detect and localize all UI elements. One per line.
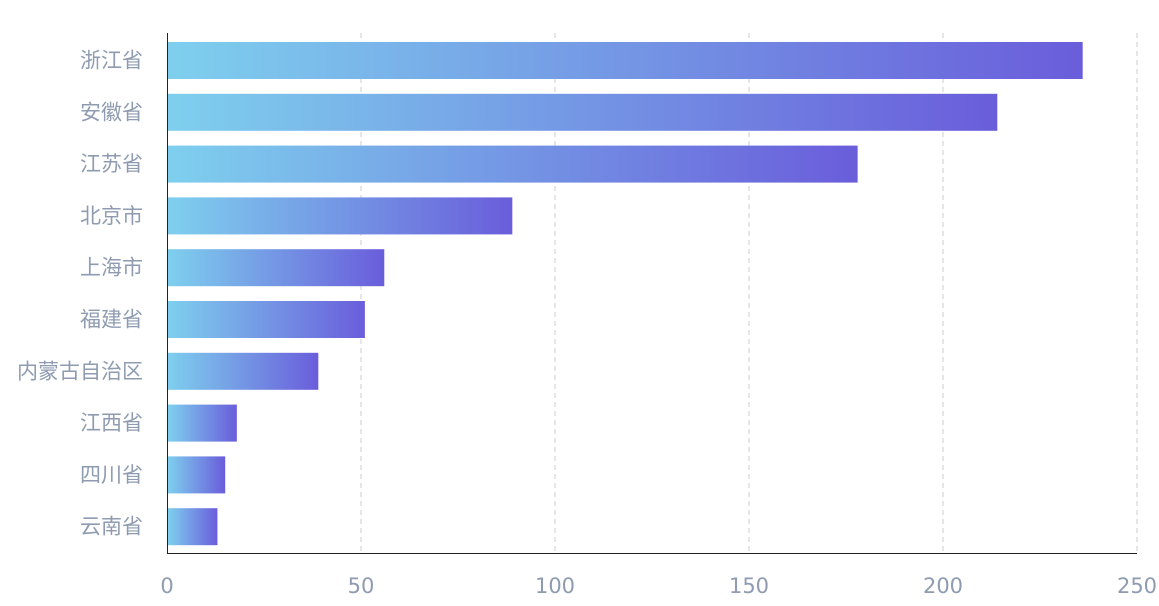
category-label-5: 上海市 — [80, 256, 143, 280]
axes — [167, 33, 1137, 554]
bar-5 — [168, 249, 385, 287]
category-label-10: 云南省 — [80, 515, 143, 539]
bar-1 — [168, 42, 1083, 79]
category-label-6: 福建省 — [80, 308, 143, 332]
category-label-9: 四川省 — [80, 463, 143, 487]
category-label-8: 江西省 — [80, 411, 143, 435]
category-label-3: 江苏省 — [80, 152, 143, 176]
bar-3 — [168, 145, 858, 183]
bar-2 — [168, 93, 998, 131]
bar-10 — [168, 508, 218, 546]
category-label-4: 北京市 — [80, 204, 143, 228]
x-tick-label-100: 100 — [535, 574, 575, 598]
category-label-2: 安徽省 — [80, 100, 143, 124]
x-tick-label-200: 200 — [923, 574, 963, 598]
bar-9 — [168, 456, 226, 494]
bar-6 — [168, 301, 365, 338]
category-label-7: 内蒙古自治区 — [17, 359, 143, 383]
bars — [168, 42, 1083, 546]
x-tick-label-250: 250 — [1117, 574, 1157, 598]
x-tick-labels: 0 50 100 150 200 250 — [160, 574, 1157, 598]
bar-7 — [168, 352, 319, 390]
x-tick-label-150: 150 — [729, 574, 769, 598]
category-label-1: 浙江省 — [80, 49, 143, 73]
bar-8 — [168, 404, 237, 442]
x-tick-label-50: 50 — [348, 574, 375, 598]
x-tick-label-0: 0 — [160, 574, 173, 598]
grid-lines — [360, 33, 1138, 553]
bar-4 — [168, 197, 513, 235]
